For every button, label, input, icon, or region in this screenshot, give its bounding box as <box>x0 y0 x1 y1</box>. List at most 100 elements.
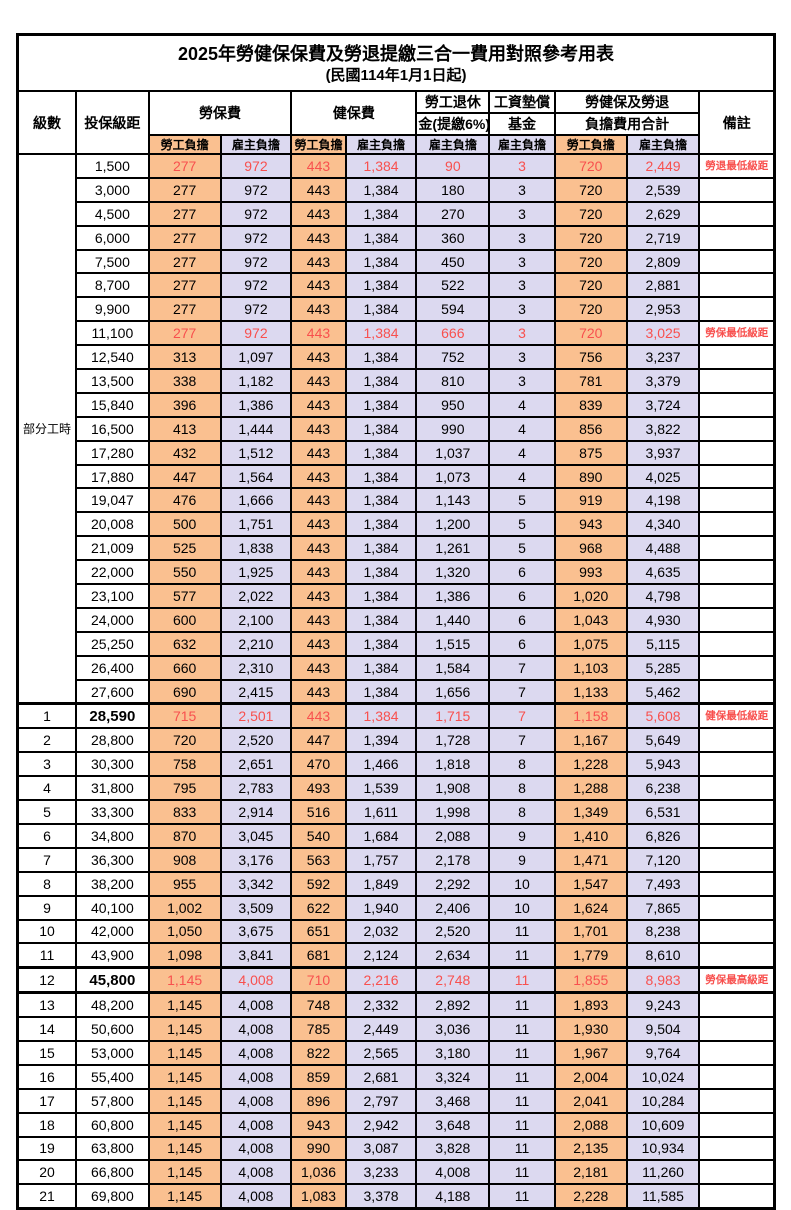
table-row: 12,540 313 1,097 443 1,384 752 3 756 3,237 <box>18 344 776 371</box>
health-employee-cell: 443 <box>290 487 347 514</box>
bracket-cell: 13,500 <box>74 368 150 394</box>
health-employer-cell: 1,384 <box>344 487 418 514</box>
total-employer-cell: 5,943 <box>625 751 701 778</box>
health-employee-cell: 443 <box>290 200 347 227</box>
health-employee-cell: 443 <box>290 678 347 706</box>
health-employer-cell: 1,384 <box>344 606 418 633</box>
table-row: 1 28,590 715 2,501 443 1,384 1,715 7 1,158 5,608 健… <box>16 702 776 730</box>
bracket-cell: 40,100 <box>74 894 150 921</box>
labor-employer-cell: 1,751 <box>219 511 293 538</box>
total-employee-cell: 1,349 <box>553 799 628 825</box>
health-employee-cell: 859 <box>290 1063 347 1090</box>
health-employee-cell: 443 <box>290 153 347 179</box>
health-employer-cell: 1,384 <box>344 296 418 323</box>
note-cell <box>698 991 776 1019</box>
health-employer-cell: 2,449 <box>344 1016 418 1042</box>
labor-employer-cell: 4,008 <box>219 991 293 1019</box>
table-row: 6 34,800 870 3,045 540 1,684 2,088 9 1,410 6,826 <box>16 822 776 849</box>
col-header-labor-insurance: 勞保費 <box>147 90 293 136</box>
total-employer-cell: 11,585 <box>625 1183 701 1210</box>
health-employer-cell: 3,378 <box>344 1183 418 1210</box>
total-employer-cell: 3,937 <box>625 439 701 466</box>
bracket-cell: 9,900 <box>74 296 150 323</box>
table-row: 17 57,800 1,145 4,008 896 2,797 3,468 11 2,041 10… <box>16 1087 776 1114</box>
health-employer-cell: 3,087 <box>344 1135 418 1162</box>
col-header-wage-fund-line1: 工資墊償 <box>488 90 556 114</box>
bracket-cell: 66,800 <box>74 1159 150 1186</box>
total-employer-cell: 6,531 <box>625 799 701 825</box>
table-row: 19 63,800 1,145 4,008 990 3,087 3,828 11 2,135 10… <box>16 1135 776 1162</box>
wage-fund-employer-cell: 10 <box>488 894 556 921</box>
health-employer-cell: 1,384 <box>344 439 418 466</box>
level-cell: 12 <box>16 966 77 995</box>
table-row: 3 30,300 758 2,651 470 1,466 1,818 8 1,228 5,943 <box>16 751 776 778</box>
note-cell <box>698 1159 776 1186</box>
col-header-health-insurance: 健保費 <box>290 90 418 136</box>
bracket-cell: 7,500 <box>74 248 150 275</box>
table-row: 10 42,000 1,050 3,675 651 2,032 2,520 11 1,701 8,… <box>16 918 776 945</box>
col-header-total-line1: 勞健保及勞退 <box>553 90 701 114</box>
health-employee-cell: 943 <box>290 1111 347 1138</box>
bracket-cell: 27,600 <box>74 678 150 706</box>
wage-fund-employer-cell: 11 <box>488 1111 556 1138</box>
col-header-pension-line2: 金(提繳6%) <box>415 112 491 136</box>
total-employee-cell: 720 <box>553 153 628 179</box>
note-cell <box>698 606 776 633</box>
wage-fund-employer-cell: 6 <box>488 606 556 633</box>
health-employer-cell: 2,032 <box>344 918 418 945</box>
labor-employee-cell: 632 <box>147 630 222 657</box>
wage-fund-employer-cell: 4 <box>488 391 556 418</box>
health-employee-cell: 443 <box>290 702 347 730</box>
table-row: 9,900 277 972 443 1,384 594 3 720 2,953 <box>18 296 776 323</box>
table-row: 9 40,100 1,002 3,509 622 1,940 2,406 10 1,624 7,8… <box>16 894 776 921</box>
labor-employee-cell: 833 <box>147 799 222 825</box>
table-row: 16,500 413 1,444 443 1,384 990 4 856 3,822 <box>18 415 776 442</box>
wage-fund-employer-cell: 3 <box>488 248 556 275</box>
health-employee-cell: 622 <box>290 894 347 921</box>
wage-fund-employer-cell: 4 <box>488 439 556 466</box>
labor-employer-cell: 3,509 <box>219 894 293 921</box>
wage-fund-employer-cell: 7 <box>488 702 556 730</box>
labor-employee-cell: 1,145 <box>147 1183 222 1210</box>
pension-employer-cell: 3,828 <box>415 1135 491 1162</box>
total-employer-cell: 3,724 <box>625 391 701 418</box>
total-employer-cell: 3,379 <box>625 368 701 394</box>
col-header-total-line2: 負擔費用合計 <box>553 112 701 136</box>
bracket-cell: 26,400 <box>74 654 150 681</box>
health-employee-cell: 443 <box>290 224 347 251</box>
total-employee-cell: 943 <box>553 511 628 538</box>
note-cell <box>698 894 776 921</box>
wage-fund-employer-cell: 11 <box>488 1135 556 1162</box>
bracket-cell: 34,800 <box>74 822 150 849</box>
total-employee-cell: 1,779 <box>553 942 628 969</box>
note-cell <box>698 918 776 945</box>
pension-employer-cell: 1,073 <box>415 463 491 490</box>
pension-employer-cell: 2,292 <box>415 870 491 897</box>
wage-fund-employer-cell: 7 <box>488 678 556 706</box>
page: 2025年勞健保保費及勞退提繳三合一費用對照參考用表 (民國114年1月1日起)… <box>16 33 776 1210</box>
note-cell: 勞保最低級距 <box>698 320 776 347</box>
labor-employer-cell: 3,176 <box>219 846 293 873</box>
pension-employer-cell: 90 <box>415 153 491 179</box>
bracket-cell: 33,300 <box>74 799 150 825</box>
health-employer-cell: 1,394 <box>344 727 418 754</box>
total-employee-cell: 993 <box>553 559 628 586</box>
total-employee-cell: 1,893 <box>553 991 628 1019</box>
total-employee-cell: 756 <box>553 344 628 371</box>
labor-employee-cell: 1,098 <box>147 942 222 969</box>
pension-employer-cell: 1,440 <box>415 606 491 633</box>
wage-fund-employer-cell: 6 <box>488 559 556 586</box>
total-employee-cell: 1,288 <box>553 775 628 802</box>
table-row: 18 60,800 1,145 4,008 943 2,942 3,648 11 2,088 10… <box>16 1111 776 1138</box>
note-cell <box>698 487 776 514</box>
note-cell <box>698 870 776 897</box>
health-employee-cell: 443 <box>290 272 347 299</box>
labor-employee-cell: 1,145 <box>147 1135 222 1162</box>
total-employee-cell: 720 <box>553 248 628 275</box>
bracket-cell: 57,800 <box>74 1087 150 1114</box>
pension-employer-cell: 1,908 <box>415 775 491 802</box>
health-employee-cell: 443 <box>290 630 347 657</box>
total-employee-cell: 720 <box>553 224 628 251</box>
note-cell <box>698 439 776 466</box>
wage-fund-employer-cell: 5 <box>488 511 556 538</box>
